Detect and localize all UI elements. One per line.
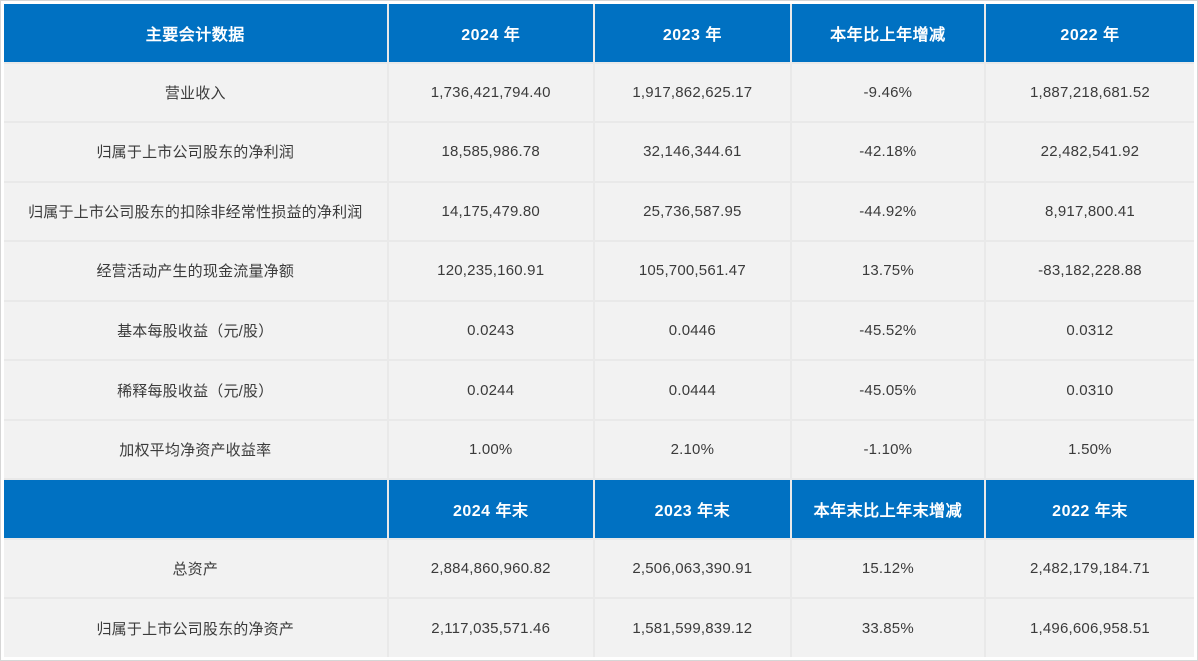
value-cell-2022: 22,482,541.92 <box>985 123 1194 181</box>
value-cell-2023: 0.0446 <box>594 301 790 360</box>
value-cell-2024: 1,736,421,794.40 <box>388 63 593 122</box>
value-cell-2024: 1.00% <box>388 420 593 479</box>
value-cell-2023: 0.0444 <box>594 361 790 419</box>
change-cell: -45.52% <box>791 301 984 360</box>
row-total-assets: 总资产 2,884,860,960.82 2,506,063,390.91 15… <box>4 539 1194 598</box>
header-cell-year-end-change: 本年末比上年末增减 <box>791 480 984 538</box>
header-cell-yoy-change: 本年比上年增减 <box>791 4 984 62</box>
change-cell: -42.18% <box>791 123 984 181</box>
row-diluted-eps: 稀释每股收益（元/股） 0.0244 0.0444 -45.05% 0.0310 <box>4 361 1194 419</box>
row-label-cell: 总资产 <box>4 539 387 598</box>
header-cell-2023-end: 2023 年末 <box>594 480 790 538</box>
value-cell-2024: 120,235,160.91 <box>388 242 593 300</box>
value-cell-2023-end: 1,581,599,839.12 <box>594 599 790 658</box>
header-cell-2022-end: 2022 年末 <box>985 480 1194 538</box>
change-cell: 33.85% <box>791 599 984 658</box>
value-cell-2023: 105,700,561.47 <box>594 242 790 300</box>
value-cell-2022: 1.50% <box>985 420 1194 479</box>
row-net-profit-after-non-recurring: 归属于上市公司股东的扣除非经常性损益的净利润 14,175,479.80 25,… <box>4 182 1194 241</box>
row-label-cell: 稀释每股收益（元/股） <box>4 361 387 419</box>
row-label-cell: 归属于上市公司股东的扣除非经常性损益的净利润 <box>4 182 387 241</box>
value-cell-2022: 1,887,218,681.52 <box>985 63 1194 122</box>
value-cell-2022-end: 1,496,606,958.51 <box>985 599 1194 658</box>
change-cell: -9.46% <box>791 63 984 122</box>
row-label-cell: 归属于上市公司股东的净利润 <box>4 123 387 181</box>
value-cell-2024-end: 2,117,035,571.46 <box>388 599 593 658</box>
header-cell-2022: 2022 年 <box>985 4 1194 62</box>
table-header-row-annual: 主要会计数据 2024 年 2023 年 本年比上年增减 2022 年 <box>4 4 1194 62</box>
change-cell: 15.12% <box>791 539 984 598</box>
row-label-cell: 营业收入 <box>4 63 387 122</box>
value-cell-2024: 14,175,479.80 <box>388 182 593 241</box>
header-cell-2023: 2023 年 <box>594 4 790 62</box>
row-label-cell: 基本每股收益（元/股） <box>4 301 387 360</box>
row-net-profit-to-shareholders: 归属于上市公司股东的净利润 18,585,986.78 32,146,344.6… <box>4 123 1194 181</box>
value-cell-2024-end: 2,884,860,960.82 <box>388 539 593 598</box>
value-cell-2022: 0.0312 <box>985 301 1194 360</box>
row-weighted-average-roe: 加权平均净资产收益率 1.00% 2.10% -1.10% 1.50% <box>4 420 1194 479</box>
value-cell-2023: 32,146,344.61 <box>594 123 790 181</box>
value-cell-2023: 2.10% <box>594 420 790 479</box>
row-label-cell: 归属于上市公司股东的净资产 <box>4 599 387 658</box>
value-cell-2022: -83,182,228.88 <box>985 242 1194 300</box>
row-label-cell: 加权平均净资产收益率 <box>4 420 387 479</box>
header-cell-2024-end: 2024 年末 <box>388 480 593 538</box>
value-cell-2022: 8,917,800.41 <box>985 182 1194 241</box>
header-cell-empty <box>4 480 387 538</box>
row-operating-revenue: 营业收入 1,736,421,794.40 1,917,862,625.17 -… <box>4 63 1194 122</box>
header-cell-metric: 主要会计数据 <box>4 4 387 62</box>
value-cell-2023: 25,736,587.95 <box>594 182 790 241</box>
key-accounting-data-table: 主要会计数据 2024 年 2023 年 本年比上年增减 2022 年 营业收入… <box>4 4 1194 658</box>
change-cell: 13.75% <box>791 242 984 300</box>
table-header-row-year-end: 2024 年末 2023 年末 本年末比上年末增减 2022 年末 <box>4 480 1194 538</box>
row-net-assets-to-shareholders: 归属于上市公司股东的净资产 2,117,035,571.46 1,581,599… <box>4 599 1194 658</box>
row-label-cell: 经营活动产生的现金流量净额 <box>4 242 387 300</box>
value-cell-2022-end: 2,482,179,184.71 <box>985 539 1194 598</box>
row-basic-eps: 基本每股收益（元/股） 0.0243 0.0446 -45.52% 0.0312 <box>4 301 1194 360</box>
value-cell-2024: 0.0243 <box>388 301 593 360</box>
row-operating-cash-flow: 经营活动产生的现金流量净额 120,235,160.91 105,700,561… <box>4 242 1194 300</box>
change-cell: -44.92% <box>791 182 984 241</box>
value-cell-2024: 0.0244 <box>388 361 593 419</box>
value-cell-2023: 1,917,862,625.17 <box>594 63 790 122</box>
change-cell: -1.10% <box>791 420 984 479</box>
change-cell: -45.05% <box>791 361 984 419</box>
value-cell-2022: 0.0310 <box>985 361 1194 419</box>
value-cell-2024: 18,585,986.78 <box>388 123 593 181</box>
value-cell-2023-end: 2,506,063,390.91 <box>594 539 790 598</box>
header-cell-2024: 2024 年 <box>388 4 593 62</box>
